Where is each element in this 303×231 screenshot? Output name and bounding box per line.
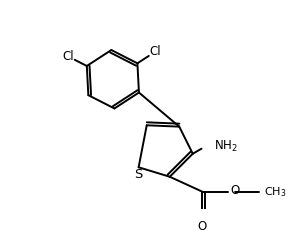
Text: Cl: Cl xyxy=(62,50,74,63)
Text: Cl: Cl xyxy=(149,45,161,58)
Text: NH$_2$: NH$_2$ xyxy=(215,139,238,154)
Text: O: O xyxy=(230,184,239,197)
Text: S: S xyxy=(135,168,143,181)
Text: O: O xyxy=(198,220,207,231)
Text: CH$_3$: CH$_3$ xyxy=(264,185,286,199)
